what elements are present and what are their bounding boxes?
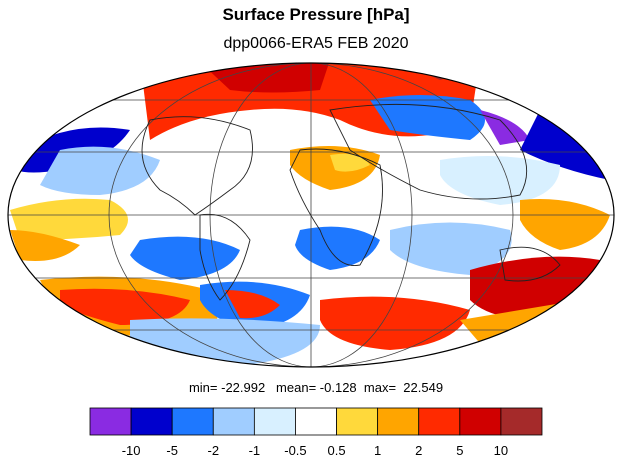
colorbar-box	[377, 407, 420, 436]
max-label: max=	[363, 380, 397, 395]
colorbar-box	[212, 407, 255, 436]
max-value: 22.549	[403, 380, 444, 395]
colorbar-boxes	[89, 407, 543, 436]
min-label: min=	[188, 380, 218, 395]
globe-outline	[7, 62, 615, 368]
mean-label: mean=	[276, 380, 317, 395]
colorbar-box	[459, 407, 502, 436]
colorbar-box	[130, 407, 173, 436]
colorbar-tick-label: 1	[374, 443, 381, 458]
colorbar-tick-label: -1	[249, 443, 261, 458]
colorbar-box	[171, 407, 214, 436]
colorbar-tick-label: 5	[456, 443, 463, 458]
colorbar-tick-label: -10	[122, 443, 141, 458]
map-subtitle: dpp0066-ERA5 FEB 2020	[223, 35, 409, 52]
colorbar-tick-label: -5	[166, 443, 178, 458]
colorbar-tick-label: 10	[494, 443, 508, 458]
coastlines	[141, 103, 561, 301]
colorbar-box	[500, 407, 543, 436]
colorbar-tick-label: 2	[415, 443, 422, 458]
colorbar-box	[336, 407, 379, 436]
colorbar-box	[253, 407, 296, 436]
map-canvas	[7, 62, 615, 368]
colorbar-box	[295, 407, 337, 436]
colorbar-labels: -10 -5 -2 -1 -0.5 0.5 1 2 5 10	[122, 443, 508, 458]
colorbar-tick-label: -0.5	[284, 443, 306, 458]
colorbar-tick-label: 0.5	[328, 443, 346, 458]
colorbar-box	[418, 407, 461, 436]
colorbar-tick-label: -2	[207, 443, 219, 458]
colorbar-box	[89, 407, 132, 436]
statistics-line: min= -22.992 mean= -0.128 max= 22.549	[0, 380, 632, 395]
mean-value: -0.128	[319, 380, 357, 395]
min-value: -22.992	[221, 380, 266, 395]
map-title: Surface Pressure [hPa]	[222, 5, 410, 24]
